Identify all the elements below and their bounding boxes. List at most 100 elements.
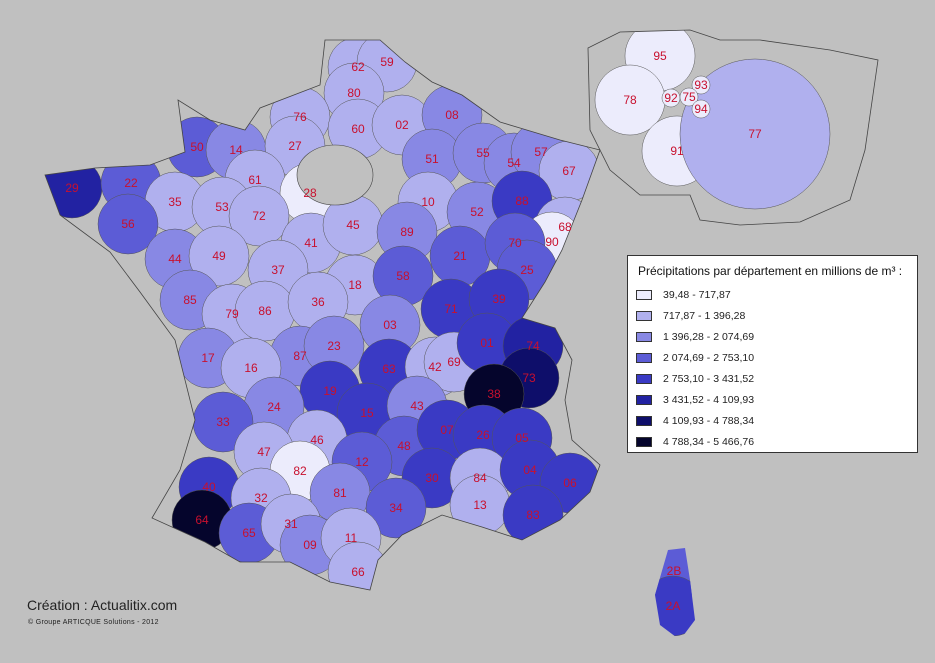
department-code-label: 57 [534, 145, 548, 159]
department-code-label: 76 [293, 110, 307, 124]
department-code-label: 26 [476, 428, 490, 442]
department-code-label: 58 [396, 269, 410, 283]
legend-label: 3 431,52 - 4 109,93 [663, 394, 755, 406]
department-code-label: 52 [470, 205, 484, 219]
department-code-label: 41 [304, 236, 318, 250]
france-outline [44, 39, 601, 591]
department-code-label: 84 [473, 471, 487, 485]
department-code-label: 55 [476, 146, 490, 160]
department-code-label: 42 [428, 360, 442, 374]
legend-swatch [636, 290, 652, 300]
department-code-label: 48 [397, 439, 411, 453]
department-93 [691, 75, 711, 95]
department-code-label: 25 [520, 263, 534, 277]
department-code-label: 28 [303, 186, 317, 200]
department-code-label: 62 [351, 60, 365, 74]
department-code-label: 34 [389, 501, 403, 515]
inset-outline [587, 29, 879, 226]
department-code-label: 02 [395, 118, 409, 132]
department-code-label: 64 [195, 513, 209, 527]
department-code-label: 03 [383, 318, 397, 332]
department-code-label: 61 [248, 173, 262, 187]
department-code-label: 87 [293, 349, 307, 363]
department-code-label: 36 [311, 295, 325, 309]
legend-item: 717,87 - 1 396,28 [636, 309, 745, 323]
legend-swatch [636, 374, 652, 384]
department-code-label: 08 [445, 108, 459, 122]
mainland-france [45, 40, 600, 590]
department-code-label: 46 [310, 433, 324, 447]
department-code-label: 15 [360, 406, 374, 420]
department-77 [679, 58, 831, 210]
department-code-label: 75 [682, 90, 696, 104]
ile-de-france-inset [594, 30, 831, 210]
department-code-label: 88 [515, 194, 529, 208]
department-code-label: 91 [670, 144, 684, 158]
legend-label: 1 396,28 - 2 074,69 [663, 331, 755, 343]
department-code-label: 18 [348, 278, 362, 292]
department-code-label: 83 [526, 508, 540, 522]
legend-title: Précipitations par département en millio… [638, 264, 903, 278]
department-code-label: 51 [425, 152, 439, 166]
legend-label: 4 109,93 - 4 788,34 [663, 415, 755, 427]
department-code-label: 12 [355, 455, 369, 469]
legend-item: 4 788,34 - 5 466,76 [636, 435, 754, 449]
department-code-label: 01 [480, 336, 494, 350]
department-code-label: 74 [526, 339, 540, 353]
department-code-label: 47 [257, 445, 271, 459]
legend-swatch [636, 311, 652, 321]
legend-swatch [636, 395, 652, 405]
legend-item: 4 109,93 - 4 788,34 [636, 414, 754, 428]
department-code-label: 38 [487, 387, 501, 401]
department-code-label: 68 [558, 220, 572, 234]
department-code-label: 11 [345, 531, 358, 545]
department-code-label: 24 [267, 400, 281, 414]
department-code-label: 73 [522, 371, 536, 385]
department-code-label: 77 [748, 127, 762, 141]
department-code-label: 95 [653, 49, 667, 63]
legend-label: 2 074,69 - 2 753,10 [663, 352, 755, 364]
department-code-label: 32 [254, 491, 268, 505]
department-code-label: 59 [380, 55, 394, 69]
department-code-label: 89 [400, 225, 414, 239]
department-code-label: 81 [333, 486, 347, 500]
department-code-label: 56 [121, 217, 135, 231]
legend-item: 39,48 - 717,87 [636, 288, 731, 302]
department-code-label: 86 [258, 304, 272, 318]
department-code-label: 17 [201, 351, 215, 365]
department-code-label: 50 [190, 140, 204, 154]
legend: Précipitations par département en millio… [627, 255, 918, 453]
department-code-label: 78 [623, 93, 637, 107]
department-code-label: 27 [288, 139, 302, 153]
department-75 [679, 87, 699, 107]
department-code-label: 35 [168, 195, 182, 209]
department-labels: 62 59 80 76 60 02 08 50 14 27 51 55 54 57 67 29 22 61 28 35… [65, 49, 762, 613]
department-code-label: 40 [202, 480, 216, 494]
department-code-label: 23 [327, 339, 341, 353]
department-code-label: 21 [453, 249, 467, 263]
department-code-label: 31 [284, 517, 298, 531]
legend-label: 2 753,10 - 3 431,52 [663, 373, 755, 385]
department-code-label: 63 [382, 362, 396, 376]
department-code-label: 94 [694, 102, 708, 116]
department-code-label: 66 [351, 565, 365, 579]
department-code-label: 69 [447, 355, 461, 369]
department-code-label: 80 [347, 86, 361, 100]
department-code-label: 79 [225, 307, 239, 321]
department-code-label: 16 [244, 361, 258, 375]
legend-item: 1 396,28 - 2 074,69 [636, 330, 754, 344]
department-code-label: 49 [212, 249, 226, 263]
department-code-label: 65 [242, 526, 256, 540]
legend-swatch [636, 416, 652, 426]
department-code-label: 54 [507, 156, 521, 170]
legend-swatch [636, 437, 652, 447]
department-49 [188, 225, 250, 287]
department-code-label: 09 [303, 538, 317, 552]
department-code-label: 93 [694, 78, 708, 92]
department-code-label: 33 [216, 415, 230, 429]
department-code-label: 60 [351, 122, 365, 136]
credit: Création : Actualitix.com [27, 597, 178, 613]
department-code-label: 71 [444, 302, 458, 316]
ile-de-france-hole [296, 144, 374, 206]
